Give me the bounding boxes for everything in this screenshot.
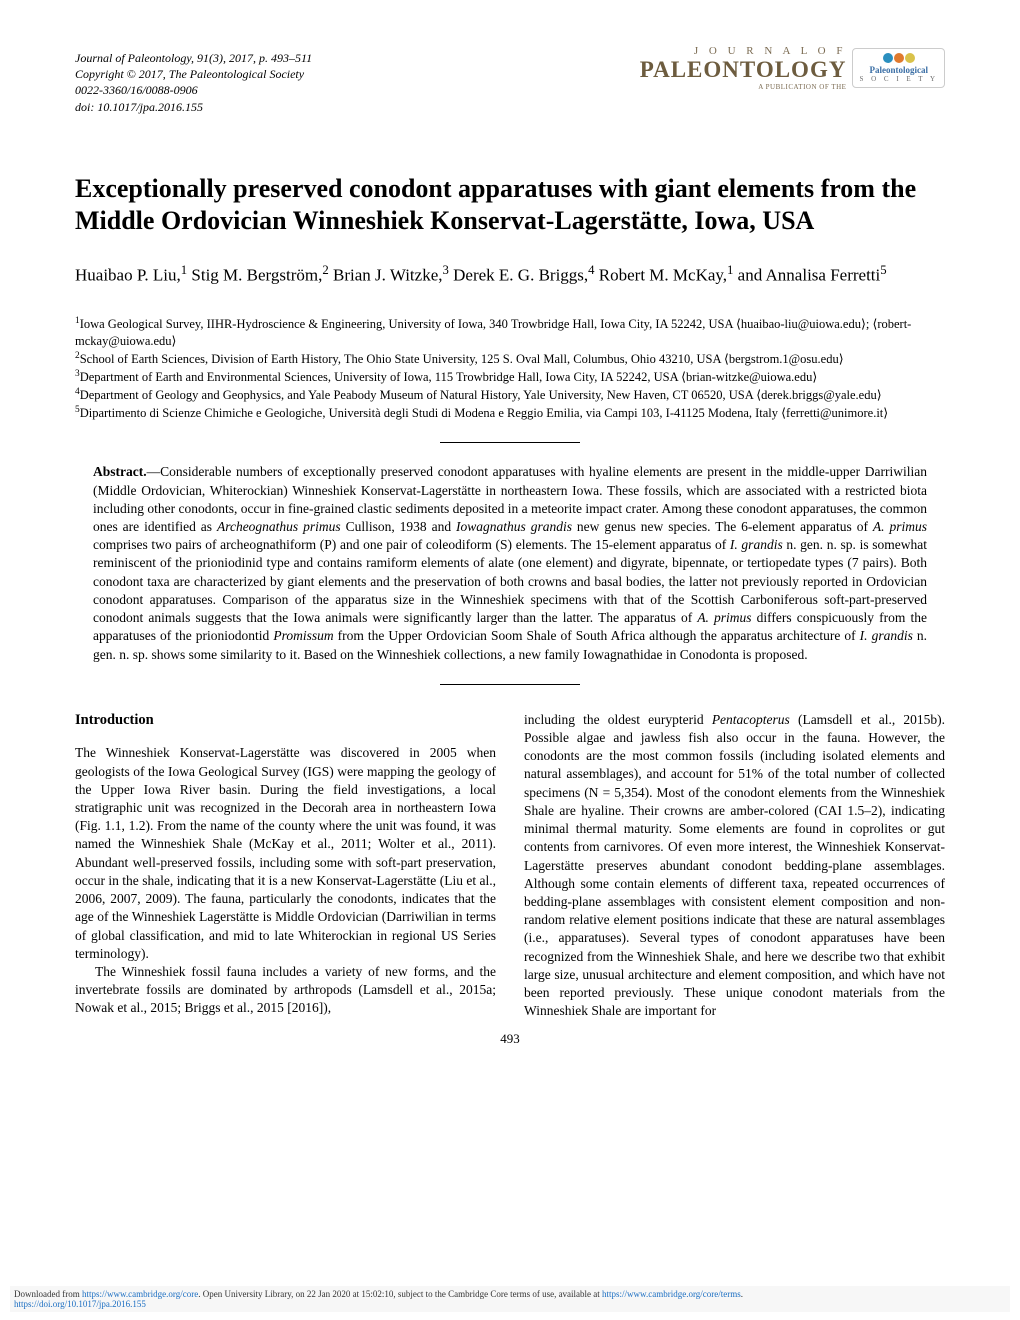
section-heading-introduction: Introduction	[75, 711, 496, 731]
divider-top	[440, 442, 580, 443]
journal-logo: J O U R N A L O F PALEONTOLOGY A PUBLICA…	[640, 45, 945, 91]
header-row: Journal of Paleontology, 91(3), 2017, p.…	[75, 50, 945, 115]
affiliation-line: 4Department of Geology and Geophysics, a…	[75, 386, 945, 404]
issn-line: 0022-3360/16/0088-0906	[75, 82, 312, 98]
affiliations-block: 1Iowa Geological Survey, IIHR-Hydroscien…	[75, 315, 945, 422]
download-footer: Downloaded from https://www.cambridge.or…	[10, 1286, 1010, 1312]
page-number: 493	[75, 1031, 945, 1047]
page-container: Journal of Paleontology, 91(3), 2017, p.…	[0, 0, 1020, 1077]
society-badge: Paleontological S O C I E T Y	[852, 48, 945, 88]
logo-top-text: J O U R N A L O F	[640, 45, 847, 57]
logo-main-text: PALEONTOLOGY	[640, 57, 847, 83]
citation-line: Journal of Paleontology, 91(3), 2017, p.…	[75, 50, 312, 66]
doi-line: doi: 10.1017/jpa.2016.155	[75, 99, 312, 115]
fossil-icon	[905, 53, 915, 63]
body-paragraph: including the oldest eurypterid Pentacop…	[524, 711, 945, 1021]
copyright-line: Copyright © 2017, The Paleontological So…	[75, 66, 312, 82]
body-columns: Introduction The Winneshiek Konservat-La…	[75, 711, 945, 1021]
abstract-text: —Considerable numbers of exceptionally p…	[93, 464, 927, 661]
footer-link-doi[interactable]: https://doi.org/10.1017/jpa.2016.155	[14, 1299, 146, 1309]
abstract-label: Abstract.	[93, 464, 147, 479]
footer-link-terms[interactable]: https://www.cambridge.org/core/terms	[602, 1289, 741, 1299]
affiliation-line: 2School of Earth Sciences, Division of E…	[75, 350, 945, 368]
abstract: Abstract.—Considerable numbers of except…	[75, 463, 945, 663]
running-head-meta: Journal of Paleontology, 91(3), 2017, p.…	[75, 50, 312, 115]
fossil-icon	[883, 53, 893, 63]
article-title: Exceptionally preserved conodont apparat…	[75, 173, 945, 238]
footer-text: Downloaded from	[14, 1289, 82, 1299]
society-icon	[883, 53, 915, 63]
affiliation-line: 5Dipartimento di Scienze Chimiche e Geol…	[75, 404, 945, 422]
body-paragraph: The Winneshiek fossil fauna includes a v…	[75, 963, 496, 1018]
affiliation-line: 1Iowa Geological Survey, IIHR-Hydroscien…	[75, 315, 945, 350]
society-sub: S O C I E T Y	[859, 75, 938, 83]
left-column: Introduction The Winneshiek Konservat-La…	[75, 711, 496, 1021]
footer-text: . Open University Library, on 22 Jan 202…	[198, 1289, 602, 1299]
divider-bottom	[440, 684, 580, 685]
fossil-icon	[894, 53, 904, 63]
logo-sub-text: A PUBLICATION OF THE	[640, 83, 847, 91]
right-column: including the oldest eurypterid Pentacop…	[524, 711, 945, 1021]
author-list: Huaibao P. Liu,1 Stig M. Bergström,2 Bri…	[75, 262, 945, 288]
society-name: Paleontological	[869, 65, 928, 75]
footer-link-core[interactable]: https://www.cambridge.org/core	[82, 1289, 198, 1299]
body-paragraph: The Winneshiek Konservat-Lagerstätte was…	[75, 744, 496, 963]
footer-text: .	[741, 1289, 743, 1299]
affiliation-line: 3Department of Earth and Environmental S…	[75, 368, 945, 386]
